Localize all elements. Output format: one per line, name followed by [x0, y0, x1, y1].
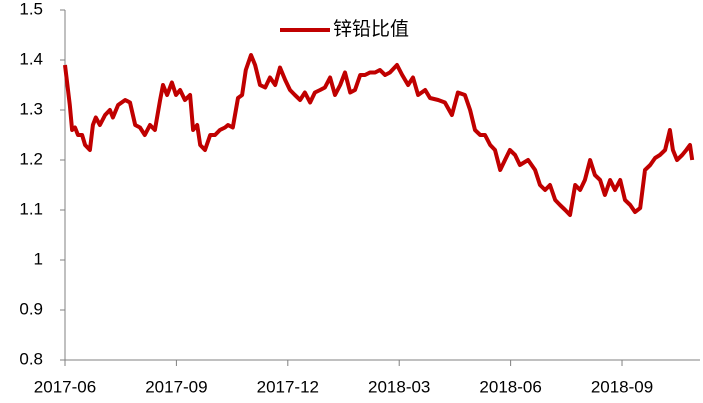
x-tick-label: 2017-12 — [257, 377, 319, 396]
y-tick-label: 1.4 — [19, 49, 43, 68]
y-tick-label: 1.1 — [19, 199, 43, 218]
legend-label: 锌铅比值 — [333, 18, 409, 40]
x-tick-label: 2017-06 — [34, 377, 96, 396]
y-tick-label: 0.9 — [19, 299, 43, 318]
x-tick-label: 2018-09 — [591, 377, 653, 396]
x-tick-label: 2017-09 — [145, 377, 207, 396]
y-tick-label: 1.3 — [19, 99, 43, 118]
x-tick-label: 2018-03 — [368, 377, 430, 396]
y-tick-label: 0.8 — [19, 349, 43, 368]
x-tick-label: 2018-06 — [479, 377, 541, 396]
y-tick-label: 1.5 — [19, 0, 43, 18]
y-tick-label: 1 — [34, 249, 43, 268]
line-series — [63, 53, 695, 217]
y-tick-label: 1.2 — [19, 149, 43, 168]
